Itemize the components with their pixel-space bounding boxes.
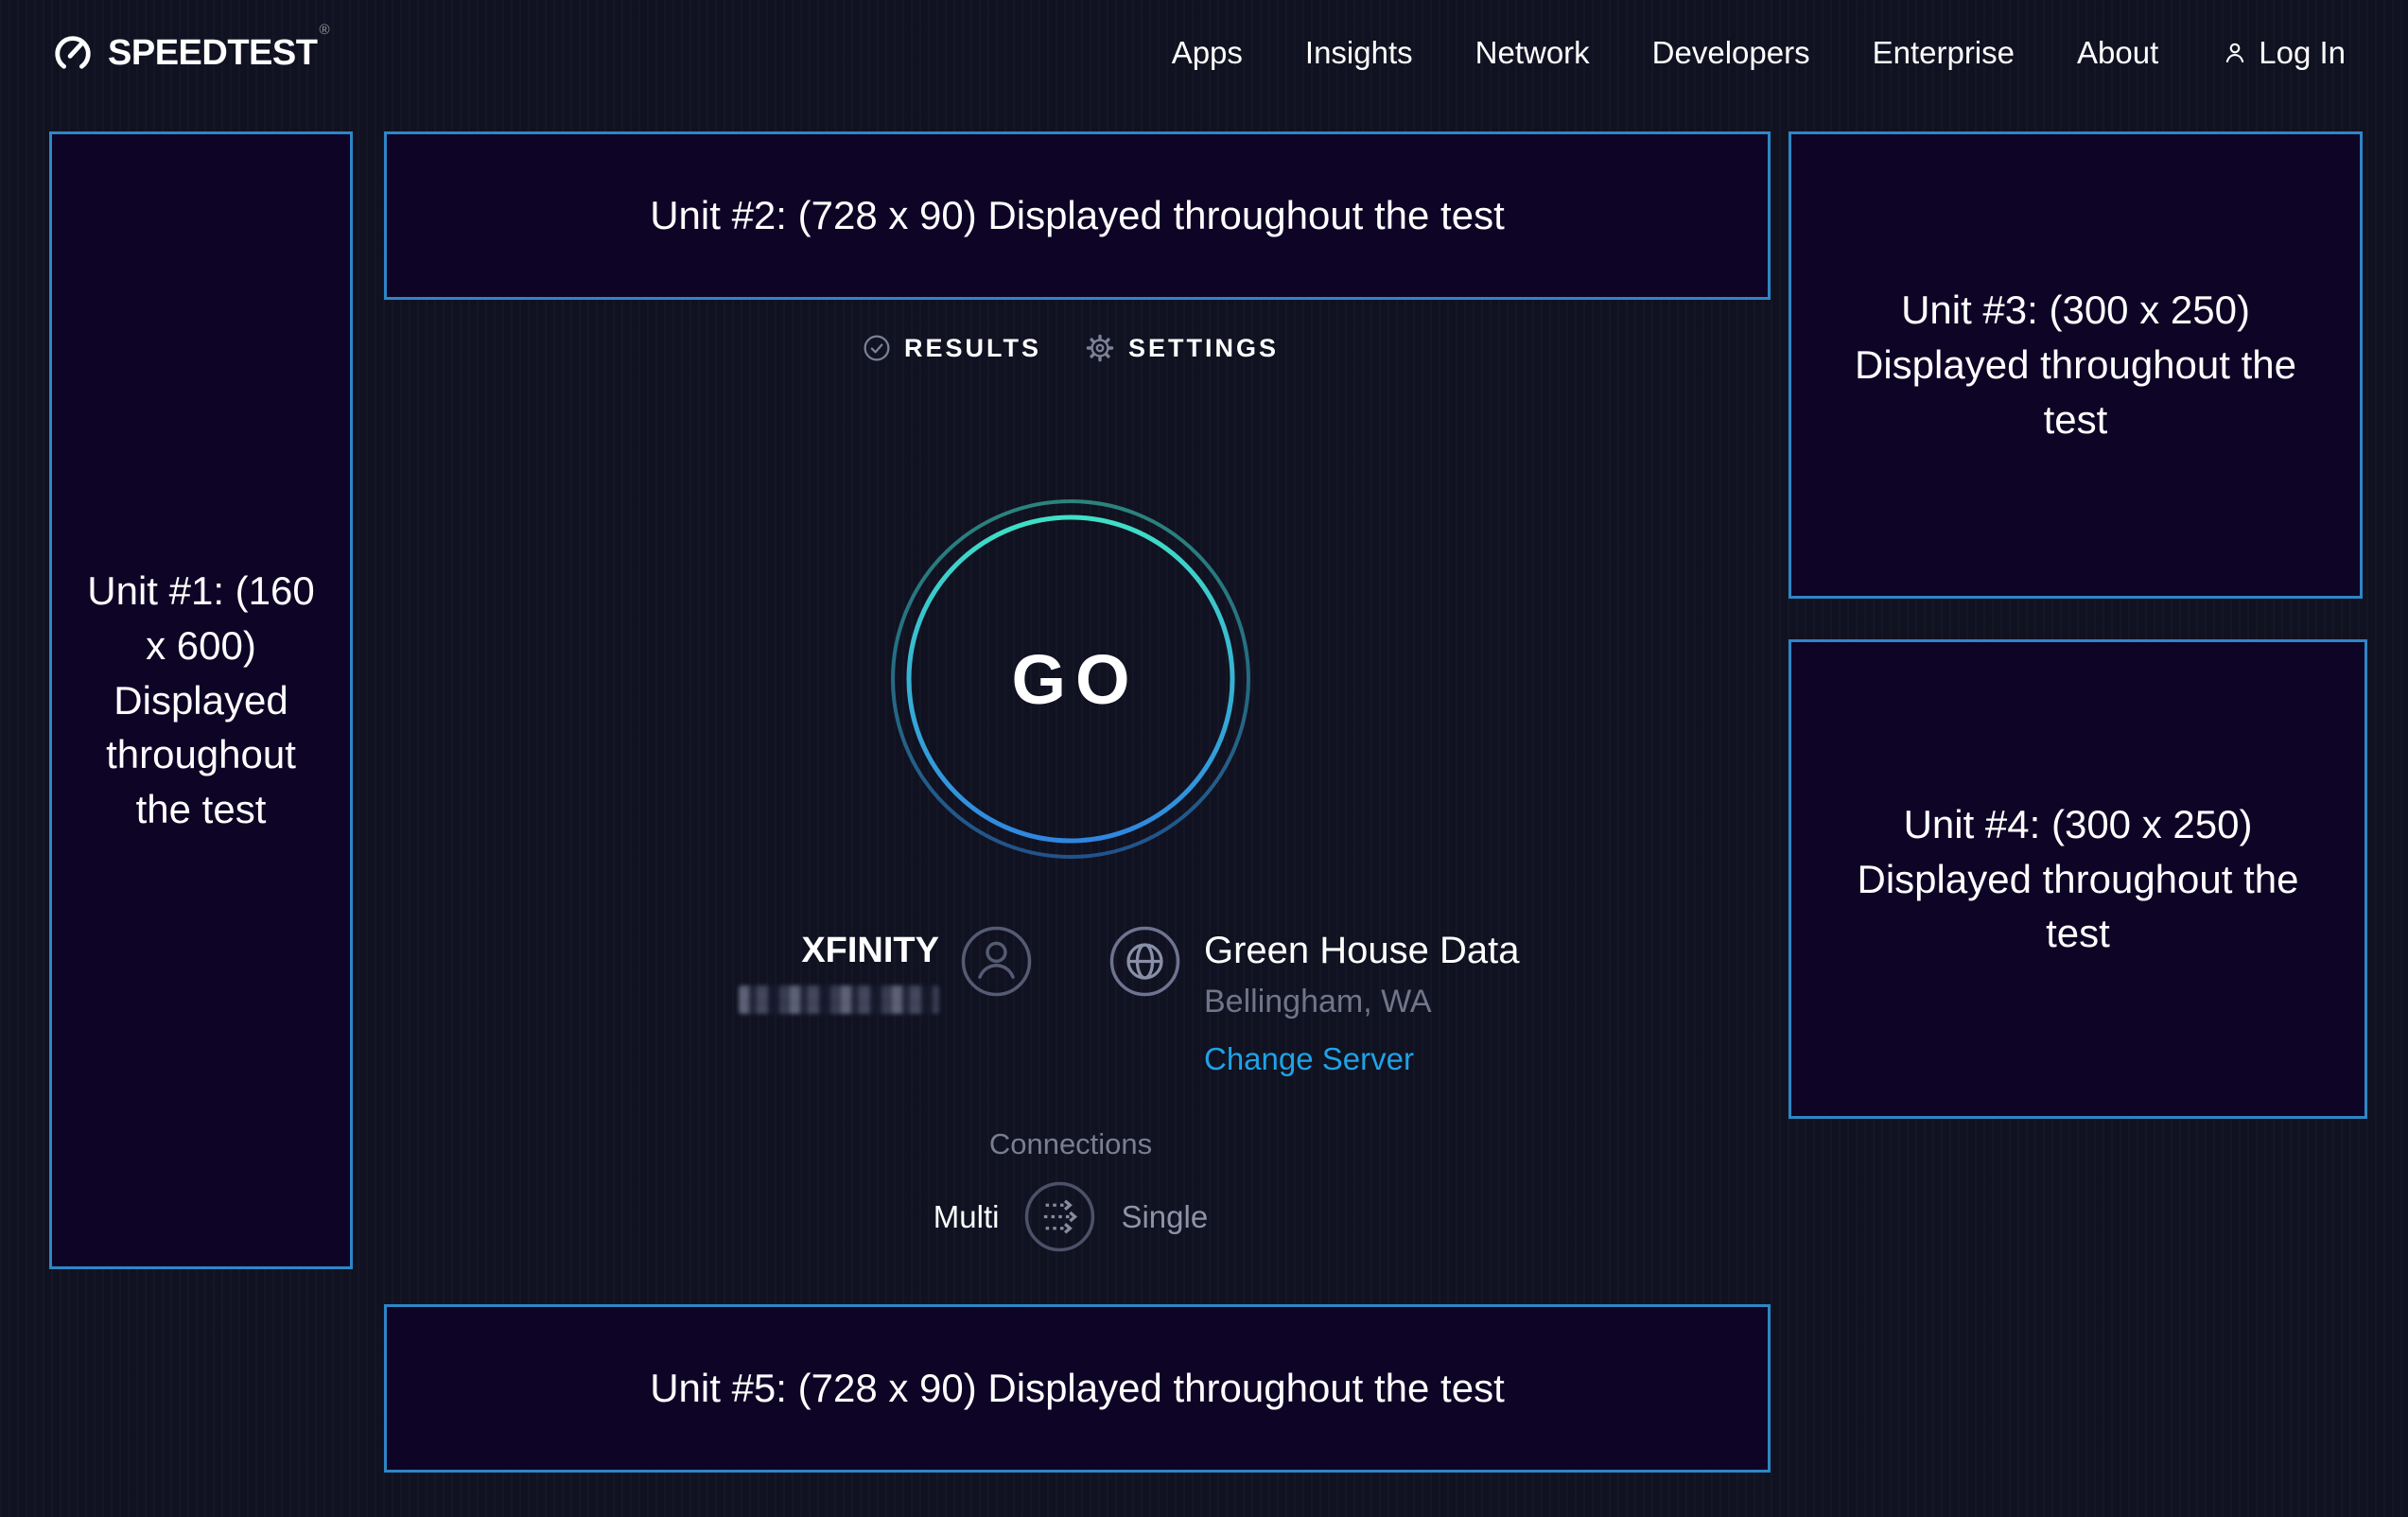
globe-circle-icon — [1108, 925, 1181, 998]
user-icon — [2221, 39, 2249, 67]
connections-toggle-row: Multi Single — [353, 1180, 1789, 1253]
ad-unit-2-banner-top[interactable]: Unit #2: (728 x 90) Displayed throughout… — [384, 131, 1771, 300]
logo-wordmark: SPEEDTEST® — [108, 21, 330, 73]
results-settings-tabs: RESULTS — [353, 333, 1789, 363]
nav-item-apps[interactable]: Apps — [1171, 35, 1243, 70]
user-circle-icon — [960, 925, 1033, 998]
test-panel: RESULTS — [353, 0, 1789, 1517]
nav-item-about[interactable]: About — [2077, 35, 2159, 70]
gauge-icon — [51, 31, 95, 75]
server-info: Green House Data Bellingham, WA Change S… — [1071, 925, 1789, 1077]
redacted-ip-text — [739, 985, 939, 1014]
main-nav: Apps Insights Network Developers Enterpr… — [1172, 35, 2346, 71]
ad-unit-4-text: Unit #4: (300 x 250) Displayed throughou… — [1857, 801, 2299, 956]
trademark-symbol: ® — [319, 21, 330, 38]
connections-section: Connections Multi — [353, 1127, 1789, 1253]
nav-item-enterprise[interactable]: Enterprise — [1872, 35, 2015, 70]
top-nav-bar: SPEEDTEST® Apps Insights Network Develop… — [0, 0, 2408, 106]
go-ring — [891, 499, 1250, 859]
nav-item-network[interactable]: Network — [1474, 35, 1590, 70]
speedtest-logo[interactable]: SPEEDTEST® — [51, 21, 330, 75]
login-button[interactable]: Log In — [2221, 35, 2346, 71]
ad-unit-3-text: Unit #3: (300 x 250) Displayed throughou… — [1855, 288, 2296, 442]
ad-unit-1-text: Unit #1: (160 x 600) Displayed throughou… — [87, 567, 315, 832]
ad-unit-3-rectangle[interactable]: Unit #3: (300 x 250) Displayed throughou… — [1789, 131, 2363, 599]
tab-settings[interactable]: SETTINGS — [1085, 333, 1279, 363]
connection-info-row: XFINITY — [353, 925, 1789, 1077]
ad-unit-2-text: Unit #2: (728 x 90) Displayed throughout… — [650, 193, 1505, 238]
login-label: Log In — [2259, 35, 2346, 70]
go-button-label: GO — [1011, 639, 1140, 719]
multi-connections-icon[interactable] — [1023, 1180, 1096, 1253]
nav-item-developers[interactable]: Developers — [1651, 35, 1810, 70]
check-circle-icon — [863, 334, 891, 362]
ad-unit-5-text: Unit #5: (728 x 90) Displayed throughout… — [650, 1366, 1505, 1411]
nav-item-insights[interactable]: Insights — [1304, 35, 1413, 70]
change-server-link[interactable]: Change Server — [1204, 1041, 1414, 1076]
tab-results-label: RESULTS — [903, 333, 1041, 362]
isp-name: XFINITY — [801, 931, 939, 970]
server-location: Bellingham, WA — [1204, 984, 1432, 1020]
connections-title: Connections — [988, 1127, 1153, 1160]
tab-settings-label: SETTINGS — [1128, 333, 1280, 362]
server-name: Green House Data — [1204, 930, 1520, 971]
ad-unit-1-skyscraper[interactable]: Unit #1: (160 x 600) Displayed throughou… — [49, 131, 353, 1269]
connections-single-label[interactable]: Single — [1121, 1198, 1209, 1234]
tab-results[interactable]: RESULTS — [863, 334, 1041, 363]
ad-unit-5-banner-bottom[interactable]: Unit #5: (728 x 90) Displayed throughout… — [384, 1304, 1771, 1473]
ad-unit-4-rectangle[interactable]: Unit #4: (300 x 250) Displayed throughou… — [1789, 639, 2367, 1119]
connections-multi-label[interactable]: Multi — [933, 1198, 1000, 1234]
gear-icon — [1085, 333, 1115, 363]
go-button[interactable]: GO — [881, 490, 1260, 868]
client-info: XFINITY — [353, 925, 1071, 1014]
